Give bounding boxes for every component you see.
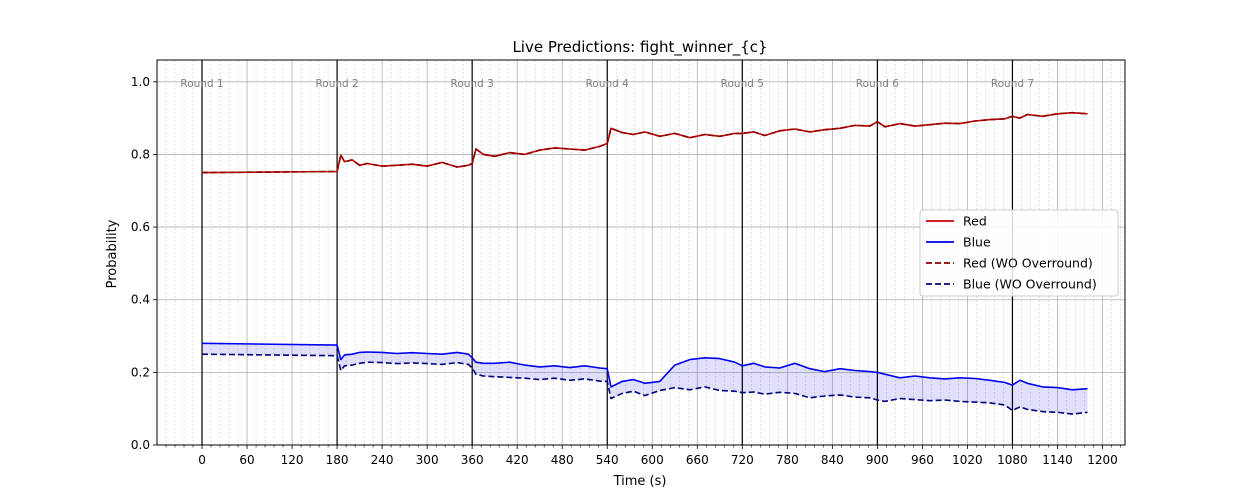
y-tick-label: 0.2 <box>131 365 150 379</box>
x-tick-label: 240 <box>371 453 394 467</box>
x-tick-label: 660 <box>686 453 709 467</box>
legend: Red Blue Red (WO Overround) Blue (WO Overro… <box>919 209 1119 297</box>
y-axis-label: Probability <box>105 219 120 288</box>
x-tick-label: 900 <box>866 453 889 467</box>
legend-label: Red <box>963 214 987 229</box>
legend-label: Blue <box>963 235 991 250</box>
x-tick-label: 1020 <box>952 453 983 467</box>
x-tick-label: 180 <box>326 453 349 467</box>
x-tick-label: 360 <box>461 453 484 467</box>
plot-frame <box>156 59 1126 446</box>
y-tick-label: 0.6 <box>131 220 150 234</box>
x-tick-label: 480 <box>551 453 574 467</box>
x-tick-label: 1080 <box>997 453 1028 467</box>
round-label: Round 2 <box>315 78 358 90</box>
series-line <box>201 111 1088 174</box>
x-tick-label: 1140 <box>1042 453 1073 467</box>
x-tick-label: 1200 <box>1087 453 1118 467</box>
round-label: Round 7 <box>991 78 1034 90</box>
x-axis-label: Time (s) <box>613 474 667 489</box>
legend-box <box>919 209 1119 297</box>
y-tick-label: 1.0 <box>131 75 150 89</box>
y-tick-label: 0.8 <box>131 147 150 161</box>
x-tick-label: 960 <box>911 453 934 467</box>
series-line <box>201 342 1088 391</box>
x-tick-label: 300 <box>416 453 439 467</box>
y-axis-ticks: 0.0 0.2 0.4 0.6 0.8 1.0 <box>131 75 157 452</box>
round-label: Round 4 <box>586 78 630 90</box>
round-label: Round 5 <box>721 78 764 90</box>
x-tick-label: 120 <box>281 453 304 467</box>
x-axis-ticks: 0 60 120 180 240 300 360 420 480 540 600 660 720 780 8… <box>165 445 1121 467</box>
round-label: Round 6 <box>856 78 900 90</box>
legend-label: Blue (WO Overround) <box>963 277 1097 292</box>
fill-area <box>202 343 1088 415</box>
legend-label: Red (WO Overround) <box>963 256 1093 271</box>
x-tick-label: 0 <box>198 453 206 467</box>
series-line <box>201 111 1088 174</box>
x-tick-label: 720 <box>731 453 754 467</box>
y-tick-label: 0.0 <box>131 438 150 452</box>
chart-title: Live Predictions: fight_winner_{c} <box>512 38 767 57</box>
series-lines <box>201 111 1088 415</box>
overround-fill <box>202 343 1088 415</box>
x-tick-label: 420 <box>506 453 529 467</box>
x-tick-label: 60 <box>239 453 254 467</box>
x-tick-label: 840 <box>821 453 844 467</box>
x-tick-label: 780 <box>776 453 799 467</box>
round-label: Round 3 <box>451 78 494 90</box>
series-line <box>201 353 1088 415</box>
x-tick-label: 600 <box>641 453 664 467</box>
y-tick-label: 0.4 <box>131 293 150 307</box>
round-label: Round 1 <box>180 78 223 90</box>
x-tick-label: 540 <box>596 453 619 467</box>
